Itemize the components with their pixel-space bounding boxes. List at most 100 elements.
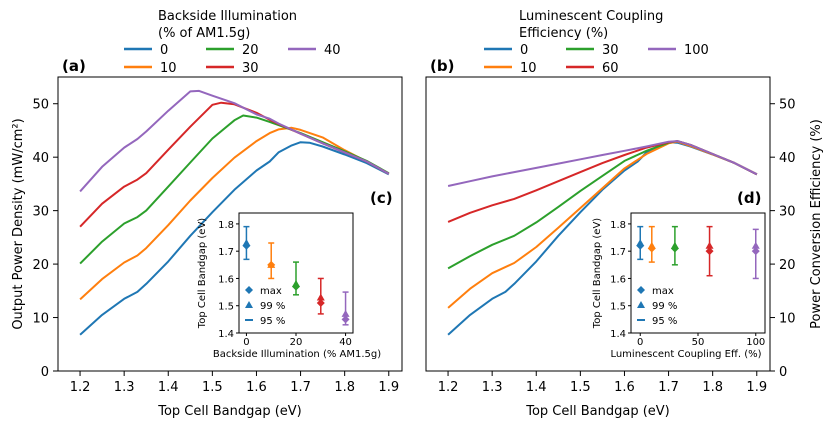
inset-c-marker-max (316, 299, 325, 307)
panel-b-xtick-label: 1.6 (614, 380, 635, 395)
panel-b-xtick-label: 1.8 (702, 380, 723, 395)
panel-a-xtick-label: 1.3 (114, 380, 135, 395)
panel-b-ytick-label: 0 (779, 365, 787, 380)
inset-d-ytick-label: 1.7 (610, 247, 626, 258)
panel-a-xtick-label: 1.7 (290, 380, 311, 395)
panel-b-frame (425, 76, 771, 372)
panel-a-xtick-label: 1.5 (202, 380, 223, 395)
panel-a-xtick-label: 1.8 (334, 380, 355, 395)
panel-b-xlabel: Top Cell Bandgap (eV) (525, 404, 670, 419)
panel-a-series-10 (79, 126, 390, 301)
legend-b-label-0: 0 (520, 43, 528, 58)
panel-b-ytick-label: 10 (779, 312, 796, 327)
panel-a-xtick-label: 1.2 (70, 380, 91, 395)
panel-b-xtick-label: 1.9 (746, 380, 767, 395)
legend-b-title-line2: Efficiency (%) (519, 26, 608, 41)
panel-a-series-20 (79, 114, 390, 265)
legend-a-label-40: 40 (324, 43, 341, 58)
panel-a-ylabel: Output Power Density (mW/cm²) (11, 118, 26, 329)
inset-d-legend-label: 99 % (652, 301, 677, 312)
inset-d-marker-max (705, 247, 714, 256)
inset-d-marker-max (636, 241, 645, 250)
inset-c-marker-99 (316, 293, 325, 301)
panel-b: (b) 1.2 1.3 1.4 1.5 1.6 1.7 1.8 1.901020304050 … (425, 57, 824, 419)
inset-d-legend-label: 95 % (652, 316, 677, 327)
inset-c-xlabel: Backside Illumination (% AM1.5g) (213, 349, 381, 360)
panel-a-xlabel: Top Cell Bandgap (eV) (157, 404, 302, 419)
inset-d-ytick-label: 1.4 (610, 329, 626, 340)
inset-c-bg (232, 208, 368, 358)
inset-d-ytick-label: 1.5 (610, 302, 626, 313)
inset-d-legend-max-marker (637, 286, 645, 294)
panel-b-ytick-label: 50 (779, 98, 796, 113)
inset-c-legend-max-marker (245, 286, 253, 294)
inset-c-ytick-label: 1.4 (218, 329, 234, 340)
inset-c-marker-max (267, 260, 276, 269)
panel-a-ytick-label: 0 (41, 365, 49, 380)
inset-c-marker-max (242, 241, 251, 250)
inset-d-legend-99-marker (637, 301, 645, 308)
inset-c-marker-99 (341, 309, 350, 317)
panel-b-ytick-label: 30 (779, 205, 796, 220)
inset-c-legend-label: 95 % (260, 316, 285, 327)
panel-a-label: (a) (62, 57, 86, 75)
panel-a-ytick-label: 20 (32, 258, 49, 273)
inset-d-marker-99 (751, 241, 760, 249)
legend-b-title-line1: Luminescent Coupling (519, 9, 663, 24)
legend-b-label-100: 100 (684, 43, 709, 58)
legend-b-label-10: 10 (520, 61, 537, 76)
legend-a-label-20: 20 (242, 43, 259, 58)
panel-a-xtick-label: 1.6 (246, 380, 267, 395)
legend-a-title-line2: (% of AM1.5g) (158, 26, 250, 41)
legend-b-label-30: 30 (602, 43, 619, 58)
panel-a-series-0 (79, 141, 390, 336)
panel-a-ytick-label: 40 (32, 151, 49, 166)
inset-c-legend-label: max (260, 286, 282, 297)
inset-d-legend-label: max (652, 286, 674, 297)
panel-b-xtick-label: 1.7 (658, 380, 679, 395)
inset-d-xtick-label: 100 (746, 337, 765, 348)
inset-c-ytick-label: 1.6 (218, 274, 234, 285)
inset-d-marker-99 (705, 241, 714, 249)
inset-c-xtick-label: 40 (339, 337, 352, 348)
panel-b-ylabel: Power Conversion Efficiency (%) (809, 119, 824, 329)
panel-a-series-40 (79, 89, 390, 193)
inset-d-xtick-label: 50 (692, 337, 705, 348)
inset-d-marker-max (751, 247, 760, 256)
inset-d-ytick-label: 1.6 (610, 274, 626, 285)
inset-c: (c) 0 20 40 1.4 1.5 1.6 1.7 1.8 max 99 % 95 % Bac… (197, 189, 393, 360)
panel-a-xtick-label: 1.4 (158, 380, 179, 395)
panel-b-xtick-label: 1.4 (526, 380, 547, 395)
inset-d-xlabel: Luminescent Coupling Eff. (%) (610, 349, 761, 360)
inset-d-ylabel: Top Cell Bandgap (eV) (592, 218, 603, 329)
inset-c-marker-max (292, 282, 300, 291)
panel-b-series-100 (447, 140, 758, 187)
legend-b: Luminescent Coupling Efficiency (%) 0 10 3… (484, 9, 709, 76)
legend-a-label-0: 0 (160, 43, 168, 58)
inset-c-xtick-label: 20 (290, 337, 303, 348)
inset-d-xtick-label: 0 (637, 337, 643, 348)
legend-a-title-line1: Backside Illumination (158, 9, 297, 24)
panel-b-xtick-label: 1.3 (482, 380, 503, 395)
panel-b-xtick-label: 1.2 (438, 380, 459, 395)
inset-c-xtick-label: 0 (243, 337, 249, 348)
inset-c-label: (c) (370, 189, 393, 207)
panel-a: (a) 1.2 1.3 1.4 1.5 1.6 1.7 1.8 1.901020304050 … (11, 57, 403, 419)
inset-c-marker-max (341, 315, 350, 324)
panel-b-label: (b) (430, 57, 454, 75)
inset-d-marker-max (670, 244, 679, 253)
panel-a-xtick-label: 1.9 (378, 380, 399, 395)
panel-a-ytick-label: 10 (32, 312, 49, 327)
legend-a-label-10: 10 (160, 61, 177, 76)
panel-a-ytick-label: 30 (32, 205, 49, 220)
inset-d-label: (d) (737, 189, 761, 207)
panel-a-frame (57, 76, 403, 372)
inset-c-ytick-label: 1.5 (218, 302, 234, 313)
inset-d: (d) 0 50 100 1.4 1.5 1.6 1.7 1.8 max 99 % 95 % Lu… (592, 189, 766, 360)
legend-a: Backside Illumination (% of AM1.5g) 0 10 2… (124, 9, 341, 76)
inset-c-ylabel: Top Cell Bandgap (eV) (197, 218, 208, 329)
inset-d-ytick-label: 1.8 (610, 220, 626, 231)
inset-c-legend-99-marker (245, 301, 253, 308)
inset-c-ytick-label: 1.7 (218, 247, 234, 258)
